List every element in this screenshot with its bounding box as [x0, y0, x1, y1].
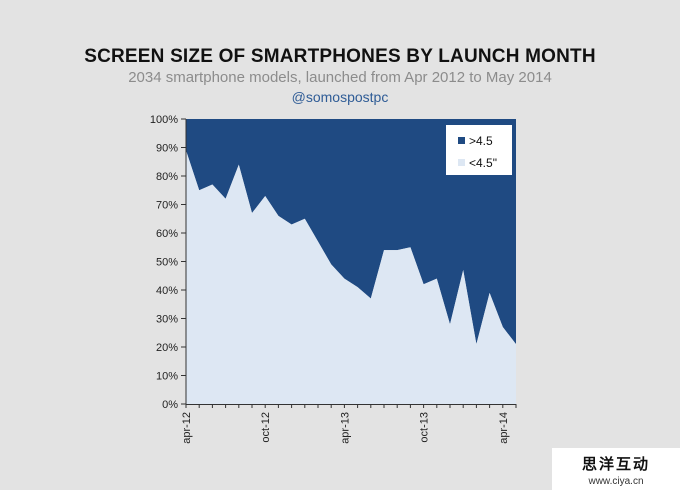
y-tick-label: 30%: [156, 314, 178, 326]
watermark-url: www.ciya.cn: [588, 476, 644, 487]
y-tick-label: 80%: [156, 171, 178, 183]
series-area-large-screens: [186, 119, 516, 345]
x-tick-label: apr-12: [181, 412, 193, 444]
y-tick-label: 10%: [156, 371, 178, 383]
legend-swatch-small: [458, 159, 465, 166]
y-tick-label: 0%: [162, 399, 178, 411]
x-tick-label: oct-12: [260, 412, 272, 443]
series-area-small-screens: [186, 150, 516, 404]
y-tick-label: 60%: [156, 228, 178, 240]
y-tick-label: 40%: [156, 285, 178, 297]
author-handle: @somospostpc: [291, 89, 389, 105]
x-tick-label: oct-13: [419, 412, 431, 443]
x-tick-label: apr-14: [498, 412, 510, 444]
watermark-logo: 思洋互动 www.ciya.cn: [552, 448, 680, 490]
y-tick-label: 70%: [156, 200, 178, 212]
legend-swatch-large: [458, 137, 465, 144]
chart-title: SCREEN SIZE OF SMARTPHONES BY LAUNCH MON…: [84, 46, 596, 67]
y-tick-label: 50%: [156, 257, 178, 269]
chart-subtitle: 2034 smartphone models, launched from Ap…: [128, 69, 552, 86]
watermark-text: 思洋互动: [581, 455, 650, 473]
legend-box: [446, 125, 512, 175]
y-tick-label: 100%: [150, 114, 178, 126]
legend-label-small: <4.5": [469, 156, 497, 170]
legend-label-large: >4.5: [469, 134, 493, 148]
y-tick-label: 90%: [156, 143, 178, 155]
y-tick-label: 20%: [156, 342, 178, 354]
x-tick-label: apr-13: [339, 412, 351, 444]
